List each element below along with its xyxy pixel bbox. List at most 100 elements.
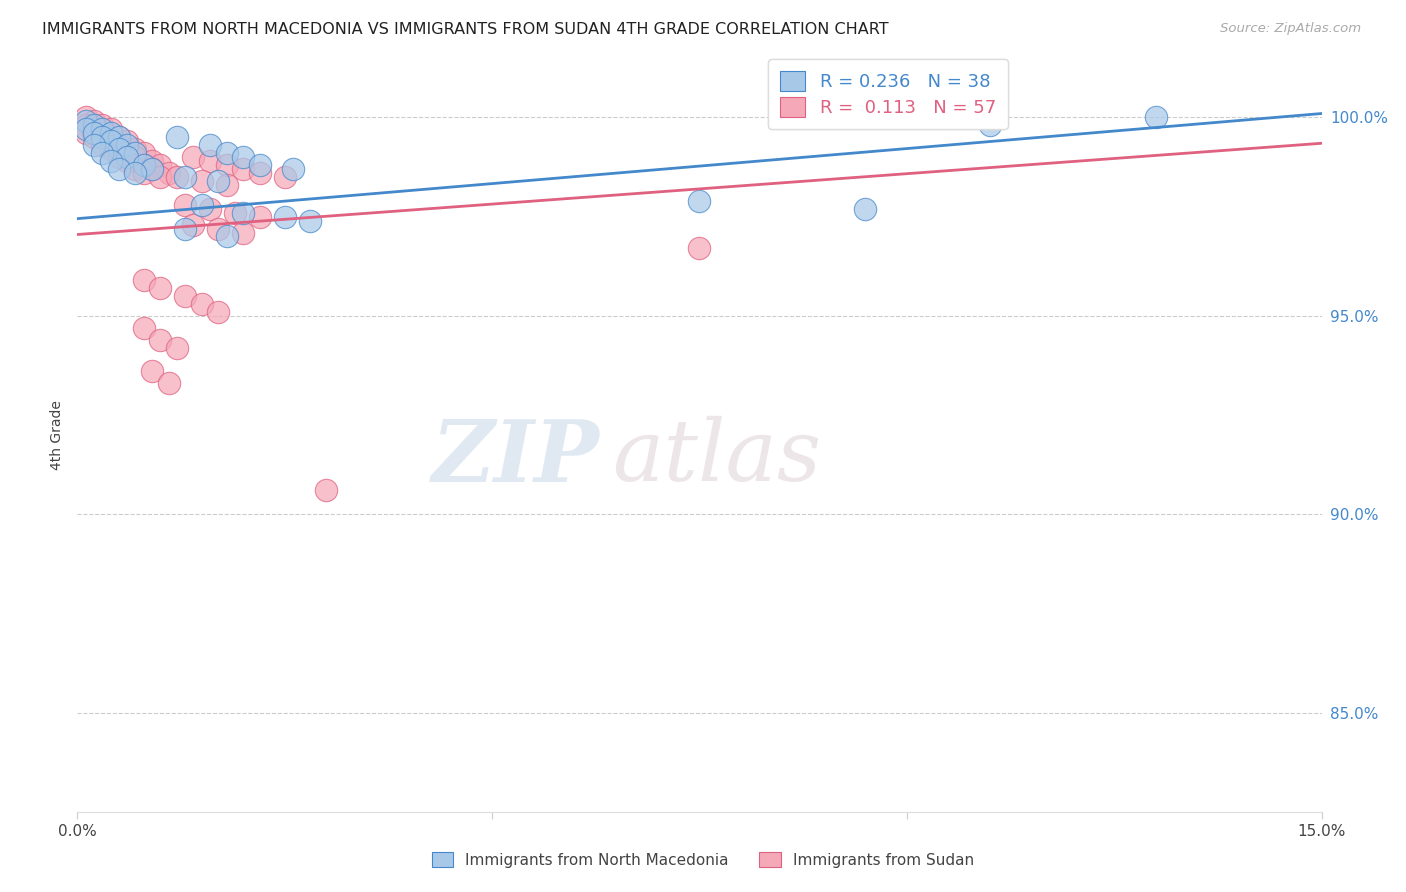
Point: [166, 169, 188, 184]
Point: [75, 114, 97, 128]
Point: [191, 198, 214, 212]
Point: [689, 194, 711, 208]
Point: [108, 142, 131, 156]
Point: [215, 146, 238, 161]
Point: [132, 273, 155, 287]
Text: IMMIGRANTS FROM NORTH MACEDONIA VS IMMIGRANTS FROM SUDAN 4TH GRADE CORRELATION C: IMMIGRANTS FROM NORTH MACEDONIA VS IMMIG…: [42, 22, 889, 37]
Point: [83, 114, 105, 128]
Point: [91, 122, 114, 136]
Point: [183, 150, 205, 164]
Point: [191, 297, 214, 311]
Point: [83, 126, 105, 140]
Point: [132, 158, 155, 172]
Text: atlas: atlas: [613, 417, 821, 499]
Point: [232, 205, 254, 219]
Point: [124, 142, 146, 156]
Point: [249, 210, 271, 224]
Point: [232, 150, 254, 164]
Point: [124, 162, 146, 177]
Point: [191, 174, 214, 188]
Text: Source: ZipAtlas.com: Source: ZipAtlas.com: [1220, 22, 1361, 36]
Point: [132, 320, 155, 334]
Point: [183, 218, 205, 232]
Y-axis label: 4th Grade: 4th Grade: [51, 400, 65, 470]
Point: [198, 154, 221, 169]
Point: [100, 122, 122, 136]
Point: [115, 154, 138, 169]
Point: [124, 166, 146, 180]
Point: [115, 138, 138, 153]
Point: [83, 119, 105, 133]
Point: [115, 134, 138, 148]
Point: [108, 162, 131, 177]
Point: [141, 364, 163, 378]
Point: [75, 119, 97, 133]
Point: [149, 281, 172, 295]
Text: ZIP: ZIP: [432, 416, 600, 500]
Point: [75, 122, 97, 136]
Point: [141, 162, 163, 177]
Point: [207, 174, 229, 188]
Point: [689, 241, 711, 255]
Point: [91, 119, 114, 133]
Point: [174, 221, 197, 235]
Point: [1144, 111, 1167, 125]
Point: [149, 158, 172, 172]
Point: [274, 169, 297, 184]
Legend: R = 0.236   N = 38, R =  0.113   N = 57: R = 0.236 N = 38, R = 0.113 N = 57: [768, 60, 1008, 129]
Point: [149, 169, 172, 184]
Point: [91, 138, 114, 153]
Point: [100, 134, 122, 148]
Point: [232, 162, 254, 177]
Point: [100, 142, 122, 156]
Point: [166, 130, 188, 145]
Point: [141, 154, 163, 169]
Point: [141, 162, 163, 177]
Point: [124, 150, 146, 164]
Point: [174, 198, 197, 212]
Point: [100, 126, 122, 140]
Point: [166, 341, 188, 355]
Point: [215, 229, 238, 244]
Point: [198, 202, 221, 216]
Point: [83, 138, 105, 153]
Point: [108, 130, 131, 145]
Legend: Immigrants from North Macedonia, Immigrants from Sudan: Immigrants from North Macedonia, Immigra…: [426, 846, 980, 873]
Point: [83, 130, 105, 145]
Point: [149, 333, 172, 347]
Point: [174, 289, 197, 303]
Point: [108, 130, 131, 145]
Point: [198, 138, 221, 153]
Point: [75, 126, 97, 140]
Point: [249, 166, 271, 180]
Point: [298, 213, 321, 227]
Point: [215, 158, 238, 172]
Point: [100, 134, 122, 148]
Point: [157, 376, 180, 391]
Point: [224, 205, 246, 219]
Point: [174, 169, 197, 184]
Point: [115, 150, 138, 164]
Point: [115, 146, 138, 161]
Point: [124, 146, 146, 161]
Point: [132, 158, 155, 172]
Point: [281, 162, 304, 177]
Point: [855, 202, 877, 216]
Point: [75, 111, 97, 125]
Point: [315, 483, 337, 498]
Point: [83, 122, 105, 136]
Point: [91, 126, 114, 140]
Point: [157, 166, 180, 180]
Point: [249, 158, 271, 172]
Point: [108, 138, 131, 153]
Point: [91, 146, 114, 161]
Point: [215, 178, 238, 192]
Point: [207, 221, 229, 235]
Point: [979, 119, 1001, 133]
Point: [132, 146, 155, 161]
Point: [91, 130, 114, 145]
Point: [108, 150, 131, 164]
Point: [100, 154, 122, 169]
Point: [132, 166, 155, 180]
Point: [274, 210, 297, 224]
